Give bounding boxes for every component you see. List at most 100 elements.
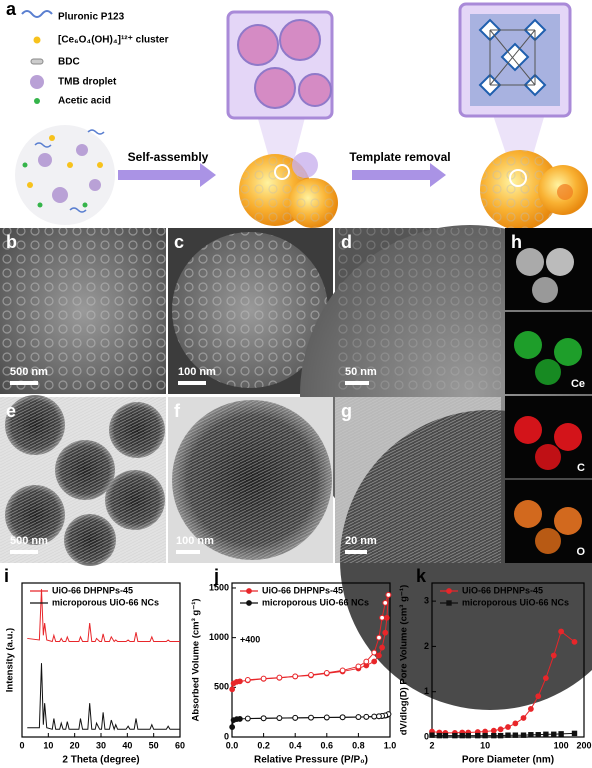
x-tick-label: 100 [554, 740, 569, 750]
data-point [382, 629, 389, 636]
data-point [237, 678, 243, 685]
y-tick-label: 1 [424, 686, 429, 696]
hollow-sphere [458, 2, 588, 230]
droplet [38, 153, 52, 167]
data-point [512, 720, 519, 727]
eds-particle [514, 331, 542, 359]
acid [22, 162, 28, 168]
data-point [292, 714, 299, 721]
cluster-icon [33, 36, 41, 44]
legend-text: Pluronic P123 [58, 12, 125, 23]
micelle [298, 73, 332, 107]
eds-particle [546, 248, 574, 276]
sphere-core [557, 184, 573, 200]
panel-label: d [341, 232, 352, 252]
legend-text: BDC [58, 57, 80, 68]
x-tick-label: 200 [576, 740, 591, 750]
data-point [551, 731, 557, 737]
micrographs: b c d e f g h 500 nm 100 nm 50 nm 500 nm… [0, 225, 592, 710]
data-point [382, 599, 389, 606]
panel-label: f [174, 401, 181, 421]
cluster [97, 162, 103, 168]
acid [82, 202, 88, 208]
scale-label: 500 nm [10, 366, 48, 378]
scale-label: 500 nm [10, 535, 48, 547]
data-point [229, 686, 236, 693]
tmb-icon [30, 75, 44, 89]
data-point [512, 732, 519, 738]
cluster [27, 182, 33, 188]
scale-label: 100 nm [176, 535, 214, 547]
panel-label: g [341, 401, 352, 421]
data-point [497, 726, 504, 733]
data-point [571, 638, 578, 645]
scale-bar [10, 550, 38, 554]
micelle [279, 19, 321, 61]
cluster [67, 162, 73, 168]
scale-bar [10, 381, 38, 385]
legend-text: TMB droplet [58, 77, 117, 88]
scale-bar [345, 381, 369, 385]
scale-label: 100 nm [178, 366, 216, 378]
data-point [260, 675, 267, 682]
data-point [376, 713, 382, 720]
x-tick-label: 20 [70, 740, 80, 750]
y-tick-label: 500 [214, 682, 229, 692]
data-point [571, 730, 578, 737]
y-axis-label: Absorbed Volume (cm³ g⁻¹) [191, 598, 202, 721]
droplet [52, 187, 68, 203]
x-tick-label: 10 [43, 740, 53, 750]
element-label: Ce [571, 378, 585, 390]
panel-label: b [6, 232, 17, 252]
series-line [27, 663, 180, 731]
data-point [276, 674, 283, 681]
tem-texture [0, 397, 166, 563]
data-point [376, 652, 382, 659]
arrow [118, 163, 216, 187]
data-point [558, 628, 565, 635]
data-point [292, 673, 299, 680]
y-tick-label: 1000 [209, 632, 229, 642]
droplet [89, 179, 101, 191]
micelle [237, 24, 279, 66]
data-point [520, 732, 527, 738]
data-point [363, 658, 370, 665]
data-point [490, 727, 497, 734]
eds-particle [535, 528, 561, 554]
legend-label: microporous UiO-66 NCs [52, 597, 159, 607]
x-tick-label: 1.0 [384, 740, 397, 750]
legend-label: microporous UiO-66 NCs [462, 597, 569, 607]
data-point [550, 652, 557, 659]
data-point [323, 714, 330, 721]
legend-marker [446, 588, 452, 594]
panel-label: a [6, 0, 17, 19]
data-point [505, 724, 511, 730]
annotation: +400 [240, 634, 260, 644]
panel-label: e [6, 401, 16, 421]
scale-label: 50 nm [345, 366, 377, 378]
data-point [535, 693, 542, 700]
data-point [436, 732, 443, 739]
arrow [352, 163, 446, 187]
sphere-pores [480, 150, 560, 230]
x-tick-label: 0.4 [289, 740, 302, 750]
zoom-ring [274, 164, 290, 180]
p123-icon [21, 10, 53, 18]
legend-marker [246, 600, 252, 606]
panel-label: h [511, 232, 522, 252]
data-point [497, 732, 504, 739]
data-point [339, 714, 346, 721]
eds-particle [535, 444, 561, 470]
schematic: a Pluronic P123 [Ce₆O₄(OH)₄]¹²⁺ cluster … [6, 0, 588, 230]
data-point [542, 675, 549, 682]
cluster [49, 135, 55, 141]
x-tick-label: 50 [149, 740, 159, 750]
data-point [244, 715, 251, 722]
data-point [465, 732, 471, 739]
x-tick-label: 0.6 [321, 740, 334, 750]
data-point [383, 614, 390, 621]
x-tick-label: 0.2 [257, 740, 270, 750]
data-point [535, 732, 541, 738]
data-point [459, 732, 465, 739]
